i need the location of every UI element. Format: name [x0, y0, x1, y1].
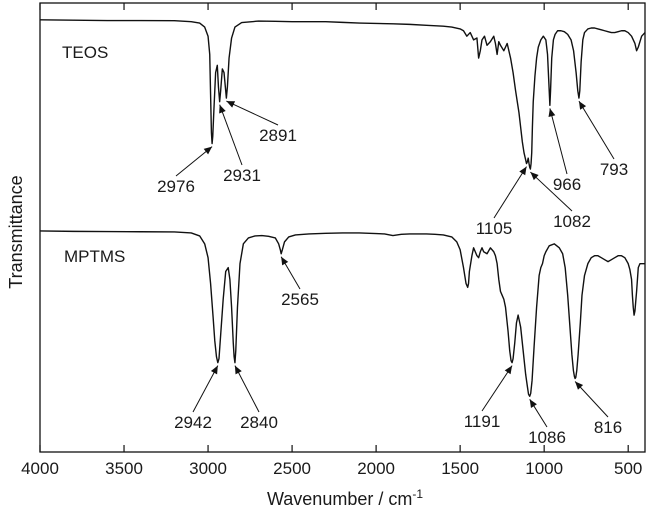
peak-label-1191: 1191 [464, 412, 501, 431]
peak-annotation-1082: 1082 [530, 171, 591, 231]
peak-label-1105: 1105 [476, 219, 513, 238]
peak-arrowhead-2942 [210, 365, 218, 375]
peak-arrowhead-966 [548, 108, 556, 117]
x-tick-label-3000: 3000 [189, 459, 227, 478]
x-tick-label-2000: 2000 [357, 459, 395, 478]
peak-annotation-1105: 1105 [476, 166, 527, 238]
peak-arrowhead-1086 [529, 399, 537, 408]
peak-label-2840: 2840 [240, 413, 278, 432]
peak-arrow-1191 [481, 365, 513, 412]
plot-frame [39, 2, 646, 453]
peak-annotation-2565: 2565 [280, 256, 319, 309]
peak-annotation-2976: 2976 [157, 146, 213, 196]
peak-label-2931: 2931 [223, 166, 261, 185]
x-axis-title-superscript: -1 [412, 487, 423, 501]
peak-arrow-793 [578, 100, 615, 160]
curve-mptms [39, 230, 645, 397]
peak-arrow-2942 [192, 365, 219, 413]
peak-annotation-1086: 1086 [528, 399, 566, 447]
series-labels: TEOS MPTMS [62, 43, 125, 266]
peak-arrowhead-2565 [281, 256, 289, 266]
x-axis-ticks: 4000 3500 3000 2500 2000 1500 1000 500 [21, 3, 642, 478]
peak-annotations: 2976 2931 2891 1105 1082 966 793 2942 2840 2565 11… [157, 100, 628, 447]
peak-arrow-1082 [530, 171, 573, 212]
peak-arrow-2931 [219, 104, 243, 166]
x-tick-label-3500: 3500 [105, 459, 143, 478]
peak-arrowhead-2891 [226, 101, 236, 108]
x-tick-label-1000: 1000 [525, 459, 563, 478]
y-axis-title: Transmittance [6, 175, 26, 288]
peak-arrow-816 [574, 381, 609, 418]
peak-annotation-1191: 1191 [464, 365, 513, 431]
peak-annotation-2942: 2942 [174, 365, 219, 432]
x-tick-label-4000: 4000 [21, 459, 59, 478]
peak-label-2942: 2942 [174, 413, 212, 432]
peak-label-1086: 1086 [528, 428, 566, 447]
peak-label-1082: 1082 [553, 212, 591, 231]
peak-label-2976: 2976 [157, 177, 195, 196]
peak-label-793: 793 [600, 160, 628, 179]
peak-label-2891: 2891 [259, 126, 297, 145]
peak-arrow-966 [549, 108, 568, 175]
peak-label-816: 816 [594, 418, 622, 437]
series-label-teos: TEOS [62, 43, 108, 62]
peak-annotation-2931: 2931 [219, 104, 261, 185]
peak-arrowhead-816 [575, 381, 584, 390]
x-tick-label-1500: 1500 [441, 459, 479, 478]
peak-label-2565: 2565 [281, 290, 319, 309]
peak-arrowhead-2840 [234, 365, 242, 375]
x-tick-label-500: 500 [614, 459, 642, 478]
series-label-mptms: MPTMS [64, 247, 125, 266]
x-axis-title-text: Wavenumber / cm [267, 489, 412, 509]
spectra-curves [39, 19, 646, 397]
peak-arrow-1105 [493, 166, 527, 219]
peak-label-966: 966 [553, 175, 581, 194]
peak-arrowhead-2931 [219, 104, 226, 114]
x-tick-label-2500: 2500 [273, 459, 311, 478]
peak-annotation-816: 816 [574, 381, 622, 437]
peak-annotation-2891: 2891 [226, 100, 297, 145]
peak-arrowhead-1105 [519, 166, 527, 176]
peak-annotation-2840: 2840 [234, 365, 278, 432]
peak-arrow-2891 [226, 100, 279, 126]
peak-arrowhead-1082 [530, 172, 539, 181]
peak-arrow-2840 [234, 365, 260, 413]
peak-arrowhead-1191 [504, 365, 513, 375]
curve-teos [39, 19, 646, 170]
peak-arrowhead-793 [578, 101, 587, 110]
peak-annotation-966: 966 [548, 108, 581, 194]
x-axis-title: Wavenumber / cm-1 [267, 487, 423, 509]
peak-arrowhead-2976 [203, 146, 213, 155]
peak-annotation-793: 793 [578, 100, 628, 179]
